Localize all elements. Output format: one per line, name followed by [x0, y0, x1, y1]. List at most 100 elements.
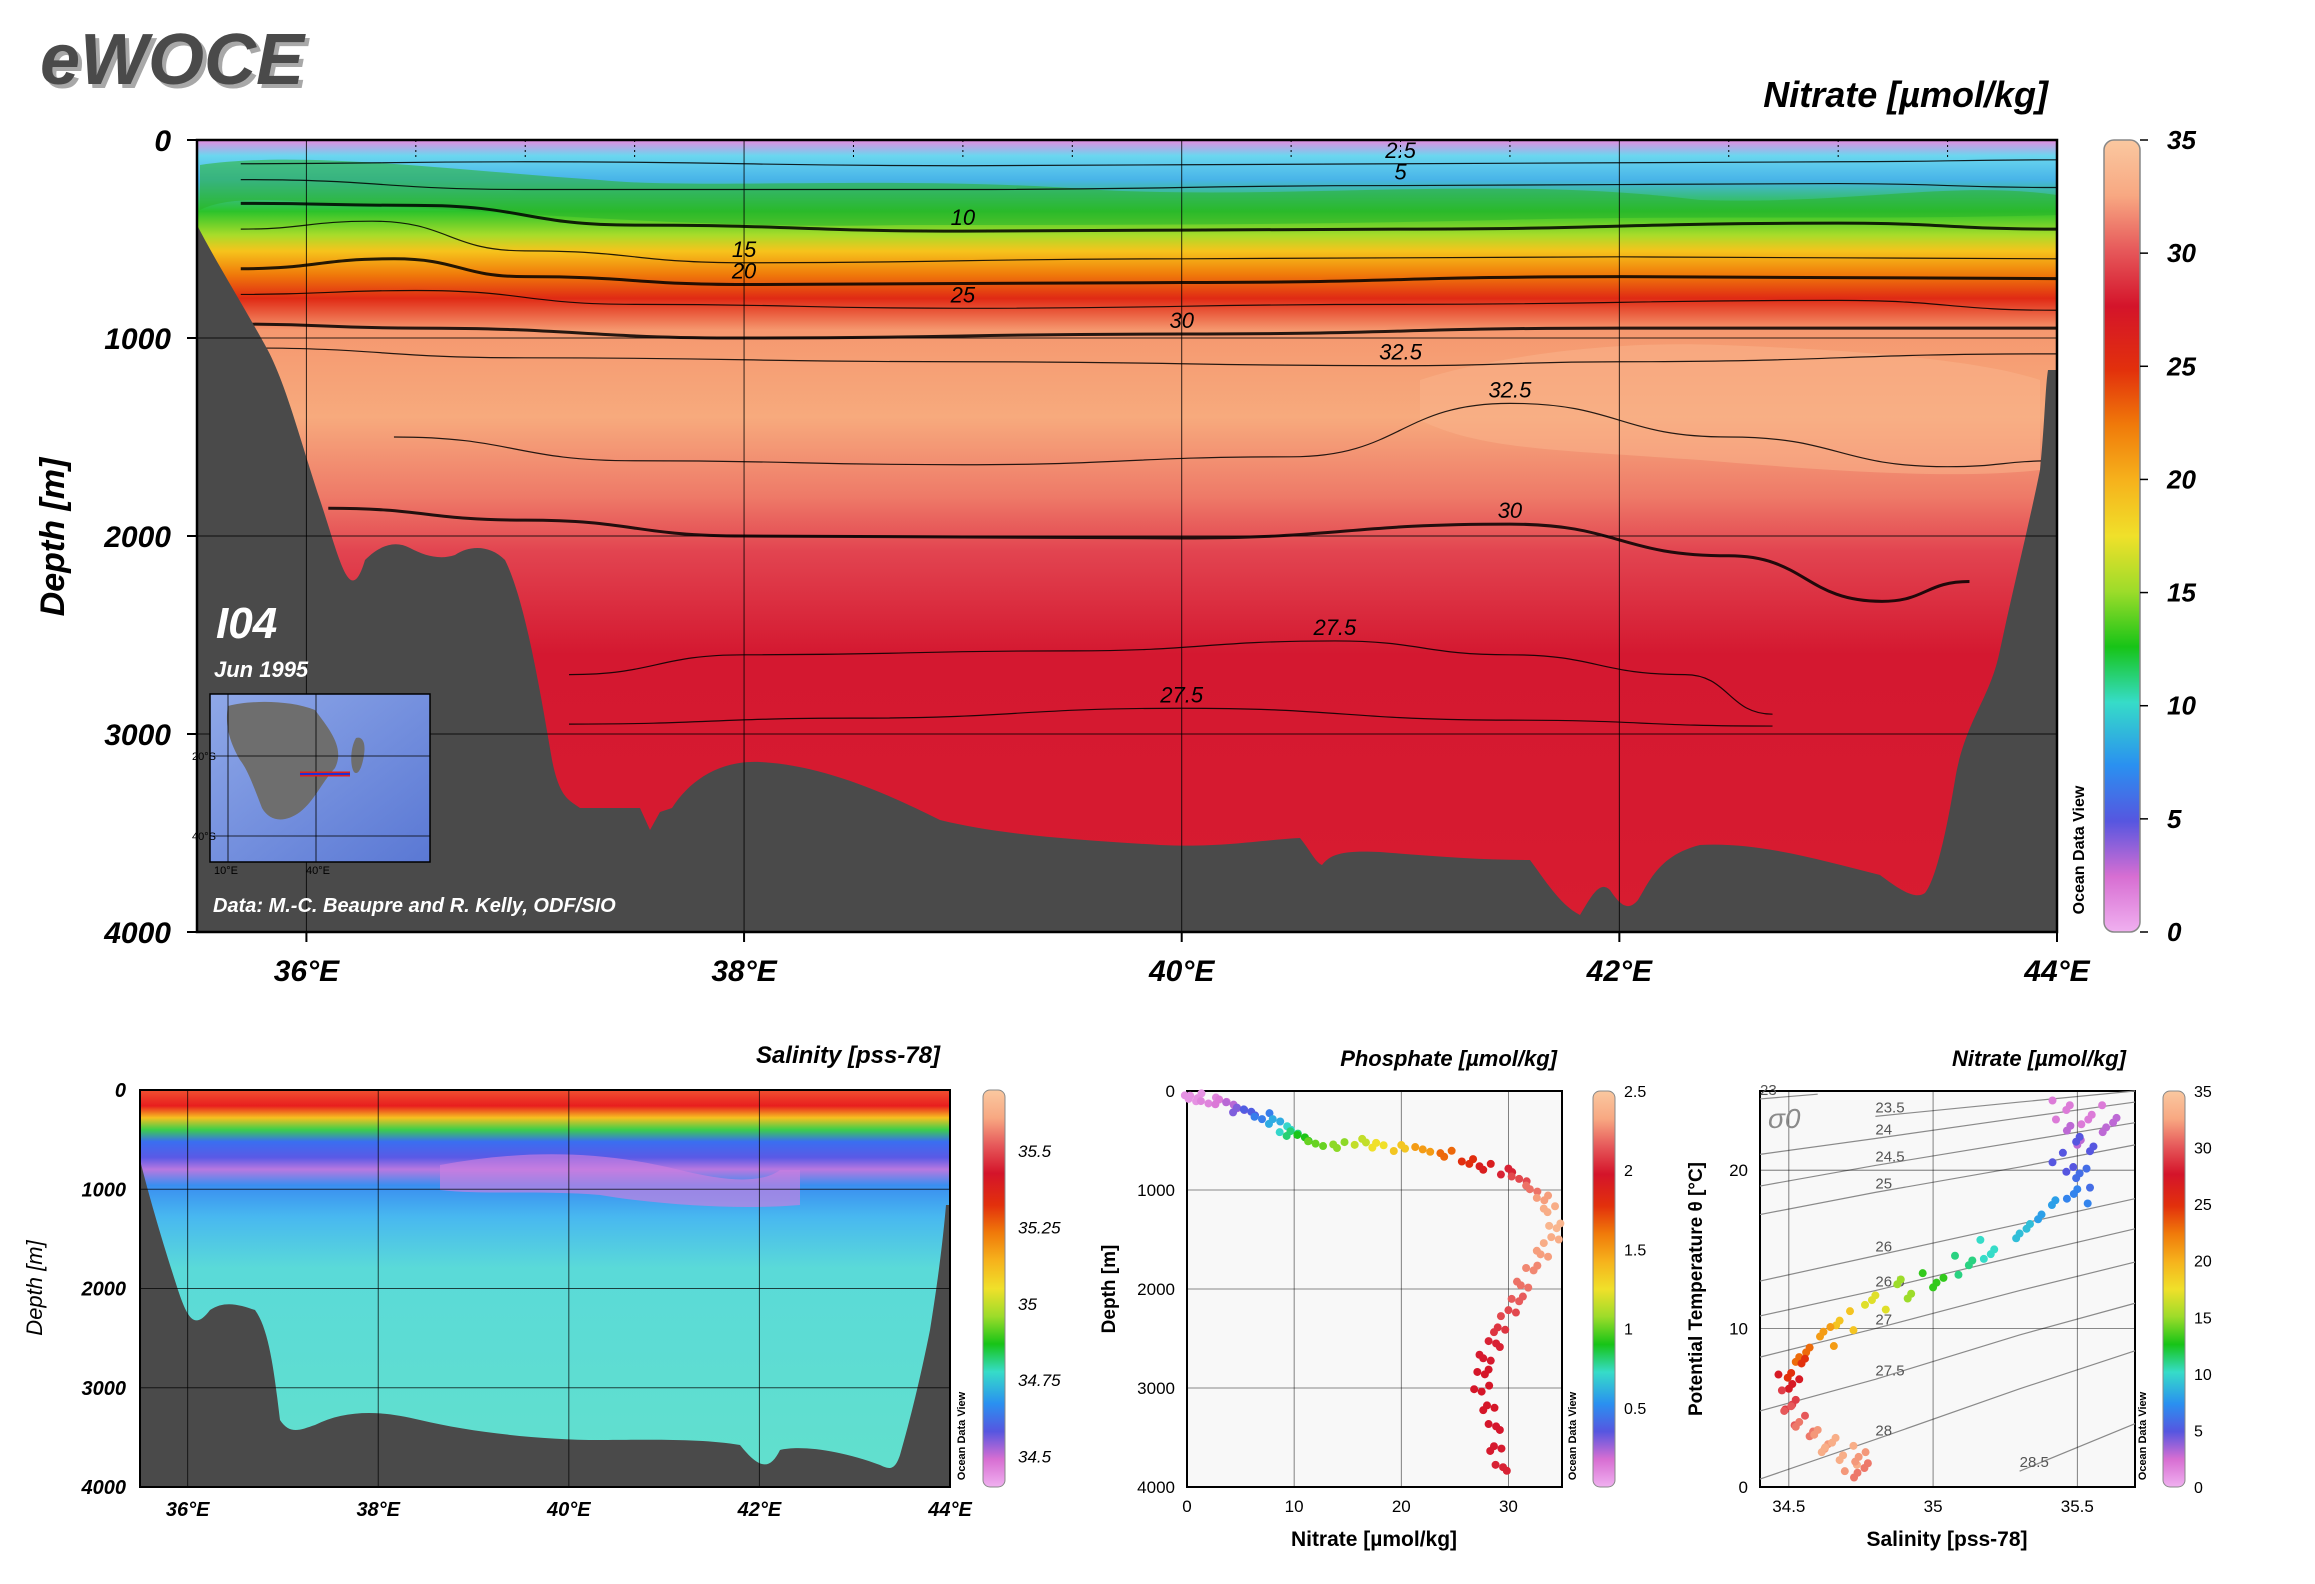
phosphate-point [1532, 1193, 1541, 1202]
salinity-title: Salinity [pss-78] [756, 1042, 941, 1069]
nitrate-y-tick-label: 4000 [103, 917, 171, 950]
theta-s-point [1802, 1348, 1811, 1357]
phosphate-point [1484, 1420, 1493, 1429]
theta-s-point [1929, 1283, 1938, 1292]
phosphate-point [1524, 1283, 1533, 1292]
inset-map-madagascar [351, 737, 365, 774]
theta-s-point [2047, 1201, 2056, 1210]
salinity-colorbar-tick-label: 35.5 [1018, 1142, 1052, 1161]
theta-s-point [2086, 1147, 2094, 1156]
salinity-x-ticks: 36°E 38°E 40°E 42°E 44°E [166, 1499, 973, 1521]
phosphate-point [1470, 1385, 1479, 1394]
theta-s-y-tick-label: 10 [1729, 1320, 1748, 1339]
phosphate-point [1232, 1103, 1241, 1112]
nitrate-x-ticks: 36°E 38°E 40°E 42°E 44°E [274, 932, 2091, 988]
salinity-colorbar-tick-label: 34.5 [1018, 1447, 1052, 1466]
theta-s-y-ticks: 0 10 20 [1729, 1161, 1748, 1497]
theta-s-point [1801, 1411, 1809, 1420]
nitrate-contour-line [240, 179, 2058, 191]
phosphate-point [1265, 1109, 1274, 1118]
theta-s-point [1777, 1386, 1786, 1395]
nitrate-y-tick-label: 0 [154, 125, 171, 158]
phosphate-point [1536, 1250, 1545, 1259]
phosphate-point [1533, 1187, 1542, 1196]
salinity-colorbar [982, 1089, 1006, 1488]
phosphate-point [1496, 1170, 1505, 1179]
phosphate-point [1491, 1460, 1500, 1469]
phosphate-point [1495, 1425, 1504, 1434]
phosphate-point [1304, 1137, 1313, 1146]
isopycnal-label: 23.5 [1875, 1099, 1904, 1116]
theta-s-colorbar-ticks: 0 5 10 15 20 25 30 35 [2194, 1084, 2212, 1497]
nitrate-x-tick-label: 44°E [2023, 955, 2090, 988]
theta-s-point [2069, 1163, 2078, 1172]
phosphate-point [1479, 1165, 1488, 1174]
nitrate-contour-label: 27.5 [1312, 615, 1357, 640]
phosphate-point [1222, 1098, 1231, 1107]
theta-s-point [1903, 1294, 1912, 1303]
phosphate-point [1333, 1144, 1341, 1153]
phosphate-point [1554, 1235, 1563, 1244]
phosphate-point [1426, 1147, 1435, 1156]
salinity-grid [140, 1090, 951, 1487]
phosphate-point [1485, 1381, 1494, 1390]
theta-s-point [1964, 1261, 1973, 1270]
phosphate-point [1525, 1185, 1534, 1194]
isopycnal-label: 28.5 [2020, 1454, 2049, 1471]
phosphate-point [1490, 1403, 1499, 1412]
isopycnal-line [1875, 1090, 2136, 1117]
theta-s-point [1976, 1235, 1985, 1244]
theta-s-point [2062, 1167, 2071, 1176]
theta-s-x-axis-label: Salinity [pss-78] [1866, 1528, 2027, 1551]
isopycnal-label: 27 [1875, 1312, 1892, 1329]
theta-s-point [2022, 1224, 2031, 1233]
theta-s-y-tick-label: 0 [1739, 1478, 1748, 1497]
theta-s-colorbar-tick-label: 10 [2194, 1367, 2212, 1384]
nitrate-y-tick-label: 2000 [103, 521, 171, 554]
salinity-y-tick-label: 1000 [82, 1179, 127, 1201]
nitrate-colorbar-ticks: 0 5 10 15 20 25 30 35 [2140, 125, 2196, 947]
odv-watermark-theta-s: Ocean Data View [2137, 1391, 2149, 1480]
theta-s-point [1849, 1441, 1858, 1450]
salinity-colorbar-tick-label: 35 [1018, 1295, 1037, 1314]
phosphate-point [1543, 1208, 1552, 1217]
phosphate-colorbar-tick-label: 1.5 [1624, 1242, 1646, 1259]
salinity-fresh-core [440, 1154, 800, 1207]
phosphate-y-tick-label: 0 [1166, 1082, 1175, 1101]
phosphate-point [1379, 1141, 1388, 1150]
theta-s-point [1784, 1384, 1793, 1393]
phosphate-y-tick-label: 4000 [1137, 1478, 1175, 1497]
theta-s-point [1986, 1250, 1995, 1259]
salinity-colorbar-ticks: 34.5 34.75 35 35.25 35.5 [1018, 1142, 1061, 1466]
nitrate-colorbar-tick-label: 15 [2167, 578, 2196, 608]
salinity-section-panel: Salinity [pss-78] 36°E 38°E 40°E 42°E 44°E 0… [22, 1042, 1061, 1521]
phosphate-point [1196, 1097, 1205, 1106]
salinity-y-tick-label: 4000 [81, 1477, 127, 1499]
theta-s-point [2072, 1137, 2081, 1146]
nitrate-contour-line [240, 220, 2058, 264]
phosphate-point [1518, 1292, 1527, 1301]
isopycnal-label: 27.5 [1875, 1362, 1904, 1379]
phosphate-point [1311, 1139, 1320, 1148]
phosphate-point [1361, 1138, 1370, 1147]
theta-s-point [1787, 1402, 1796, 1411]
theta-s-point [2069, 1189, 2078, 1198]
theta-s-point [1810, 1430, 1819, 1439]
theta-s-point [2051, 1115, 2060, 1124]
theta-s-point [2098, 1128, 2107, 1137]
phosphate-y-tick-label: 3000 [1137, 1379, 1175, 1398]
nitrate-colorbar-tick-label: 0 [2167, 917, 2182, 947]
theta-s-colorbar-tick-label: 5 [2194, 1423, 2203, 1440]
isopycnal-label: 26 [1875, 1239, 1892, 1256]
nitrate-contour-line [240, 289, 2058, 311]
phosphate-colorbar [1592, 1090, 1616, 1488]
isopycnal-label: 24 [1875, 1122, 1892, 1139]
nitrate-y-ticks: 0 1000 2000 3000 4000 [103, 125, 197, 950]
phosphate-point [1286, 1127, 1295, 1136]
phosphate-point [1477, 1387, 1486, 1396]
theta-s-point [1979, 1254, 1988, 1263]
nitrate-contour-line [393, 402, 2058, 468]
theta-s-point [2062, 1194, 2071, 1203]
phosphate-point [1507, 1172, 1516, 1181]
